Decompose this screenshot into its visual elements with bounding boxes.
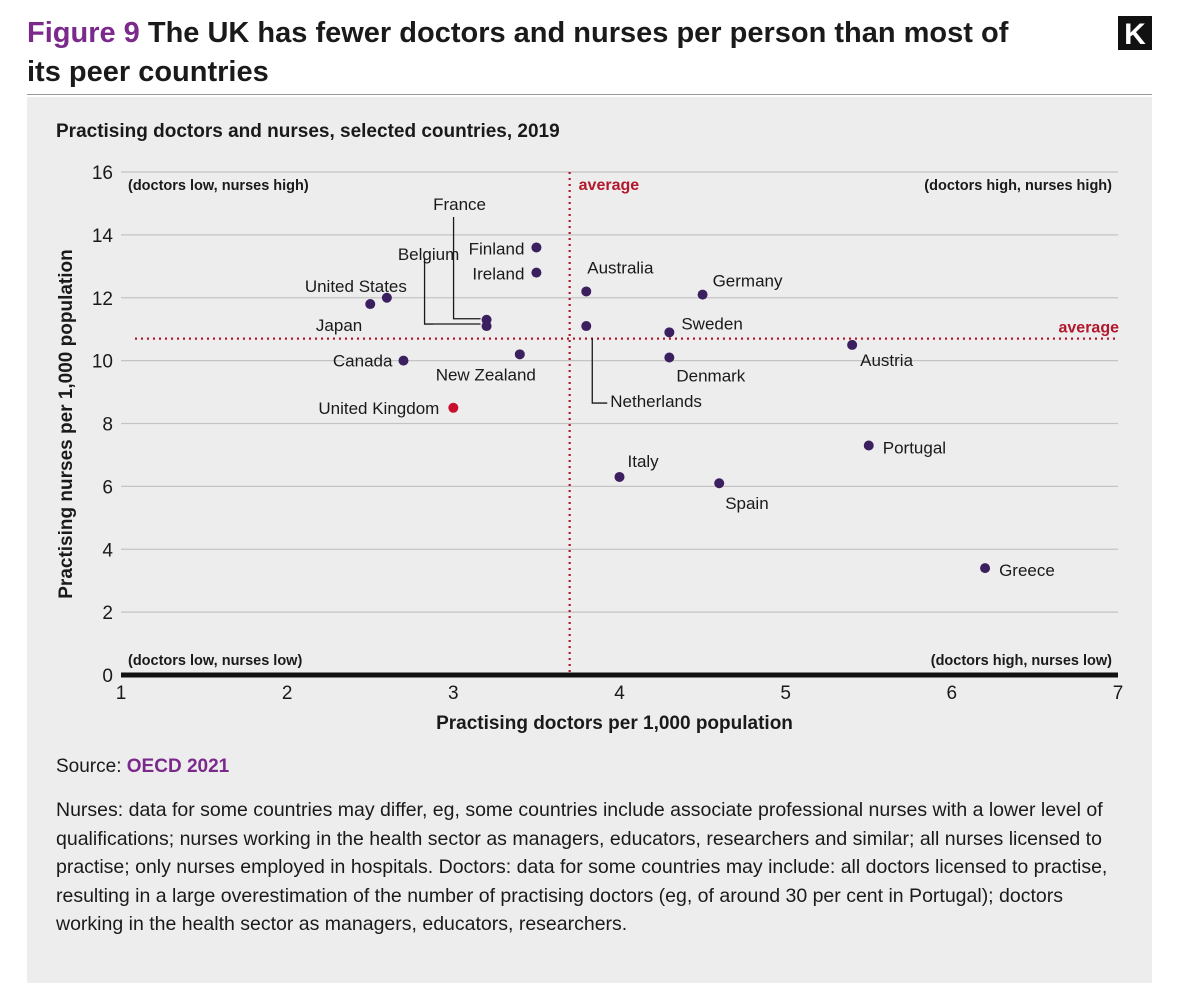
y-tick-label: 8 [102,415,113,436]
y-tick-label: 12 [92,289,113,310]
y-tick-label: 2 [102,603,113,624]
label-portugal: Portugal [883,439,946,458]
quadrant-label-bottom-left: (doctors low, nurses low) [128,653,302,669]
point-united-states [381,292,392,303]
point-new-zealand [514,349,525,360]
label-japan: Japan [316,316,362,335]
average-label-doctors: average [579,177,640,194]
point-ireland [531,267,542,278]
y-tick-label: 16 [92,163,113,184]
label-ireland: Ireland [472,265,524,284]
label-new-zealand: New Zealand [436,365,536,384]
label-germany: Germany [713,272,783,291]
point-canada [398,355,409,366]
point-denmark [664,352,675,363]
x-tick-label: 1 [116,683,127,704]
chart-panel [27,97,1152,983]
header-rule [27,94,1152,95]
point-labels: Finland Ireland France Belgium United States… [305,195,1055,580]
leader-france [452,217,481,320]
average-lines: average average [135,172,1119,675]
label-canada: Canada [333,352,393,371]
gridlines [121,171,1118,613]
figure-label: Figure 9 [27,17,140,49]
x-tick-label: 2 [282,683,293,704]
svg-text:K: K [1124,18,1146,50]
label-italy: Italy [628,452,660,471]
y-tick-label: 10 [92,352,113,373]
label-sweden: Sweden [681,314,742,333]
label-france: France [433,195,486,214]
y-tick-label: 14 [92,226,114,247]
quadrant-label-top-left: (doctors low, nurses high) [128,178,309,194]
source-line: Source: OECD 2021 [56,756,229,778]
label-belgium: Belgium [398,245,459,264]
data-points [365,242,991,574]
label-united-kingdom: United Kingdom [318,399,439,418]
point-finland [531,242,542,253]
label-united-states: United States [305,277,407,296]
figure-title-text: The UK has fewer doctors and nurses per … [27,17,1009,88]
leader-netherlands [591,338,608,404]
x-tick-label: 3 [448,683,459,704]
leader-lines [423,217,608,404]
point-germany [697,289,708,300]
point-portugal [863,440,874,451]
quadrant-label-top-right: (doctors high, nurses high) [924,178,1112,194]
point-japan [365,299,376,310]
source-link[interactable]: OECD 2021 [126,756,230,777]
y-axis-title: Practising nurses per 1,000 population [56,249,77,599]
label-greece: Greece [999,561,1055,580]
x-tick-label: 4 [614,683,625,704]
x-tick-label: 7 [1113,683,1124,704]
average-label-nurses: average [1059,320,1120,337]
point-netherlands [581,321,592,332]
label-australia: Australia [587,258,654,277]
chart-subtitle: Practising doctors and nurses, selected … [56,121,560,142]
y-tick-label: 4 [102,540,113,561]
publisher-logo: K [1118,16,1152,50]
x-axis-title: Practising doctors per 1,000 population [436,713,793,734]
point-united-kingdom [448,402,459,413]
label-austria: Austria [860,351,913,370]
label-denmark: Denmark [676,366,745,385]
label-netherlands: Netherlands [610,392,702,411]
chart-notes: Nurses: data for some countries may diff… [56,799,1108,936]
figure-header: Figure 9 The UK has fewer doctors and nu… [27,14,1152,92]
leader-belgium [423,258,481,325]
quadrant-label-bottom-right: (doctors high, nurses low) [931,653,1112,669]
point-belgium [481,321,492,332]
label-finland: Finland [469,239,525,258]
point-italy [614,471,625,482]
point-austria [847,339,858,350]
source-label: Source: [56,756,122,777]
point-sweden [664,327,675,338]
label-spain: Spain [725,494,768,513]
figure-title: Figure 9 The UK has fewer doctors and nu… [27,14,1027,92]
point-spain [714,478,725,489]
y-tick-label: 6 [102,477,113,498]
point-australia [581,286,592,297]
point-greece [980,563,991,574]
x-tick-label: 5 [780,683,791,704]
x-tick-label: 6 [947,683,958,704]
y-tick-label: 0 [102,666,113,687]
quadrant-labels: (doctors low, nurses high) (doctors high,… [128,178,1112,669]
